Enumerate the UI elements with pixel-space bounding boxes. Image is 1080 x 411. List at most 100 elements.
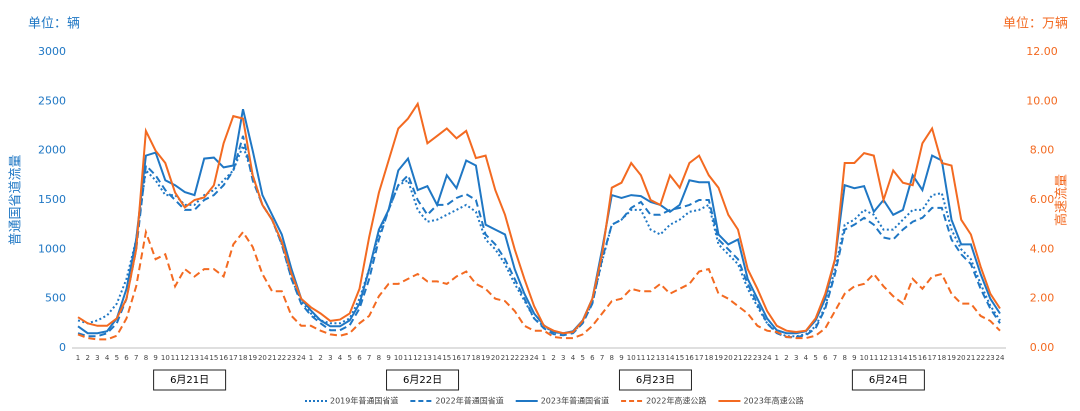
series-line	[77, 101, 1001, 335]
x-tick-label: 17	[928, 354, 937, 362]
x-tick-label: 13	[656, 354, 665, 362]
x-tick-label: 21	[501, 354, 510, 362]
x-tick-label: 2	[784, 354, 788, 362]
x-tick-label: 18	[937, 354, 946, 362]
x-tick-label: 13	[889, 354, 898, 362]
x-tick-label: 21	[966, 354, 975, 362]
x-tick-label: 15	[908, 354, 917, 362]
x-tick-label: 12	[180, 354, 189, 362]
group-label: 6月24日	[869, 374, 908, 386]
x-tick-label: 15	[675, 354, 684, 362]
x-tick-label: 17	[229, 354, 238, 362]
x-tick-label: 22	[976, 354, 985, 362]
x-tick-label: 8	[610, 354, 614, 362]
x-tick-label: 20	[957, 354, 966, 362]
series-line	[77, 135, 1001, 339]
x-tick-label: 18	[239, 354, 248, 362]
x-tick-label: 16	[452, 354, 461, 362]
x-tick-label: 20	[491, 354, 500, 362]
x-tick-label: 24	[297, 354, 306, 362]
x-tick-label: 14	[200, 354, 209, 362]
x-tick-label: 20	[724, 354, 733, 362]
x-tick-label: 19	[248, 354, 257, 362]
x-tick-label: 4	[105, 354, 110, 362]
x-tick-label: 6	[823, 354, 828, 362]
x-tick-label: 9	[153, 354, 157, 362]
y-tick-label: 2000	[38, 144, 66, 157]
x-tick-label: 3	[328, 354, 332, 362]
x-tick-label: 19	[714, 354, 723, 362]
x-tick-label: 10	[161, 354, 170, 362]
x-tick-label: 24	[763, 354, 772, 362]
x-tick-label: 13	[190, 354, 199, 362]
x-tick-label: 15	[442, 354, 451, 362]
legend-label: 2022年普通国省道	[435, 396, 503, 406]
group-box	[618, 369, 692, 391]
x-tick-label: 16	[918, 354, 927, 362]
x-tick-label: 23	[753, 354, 762, 362]
group-label: 6月21日	[170, 374, 209, 386]
x-tick-label: 6	[590, 354, 595, 362]
group-box	[851, 369, 925, 391]
x-tick-label: 6	[124, 354, 129, 362]
series-line	[77, 108, 1001, 335]
x-tick-label: 19	[481, 354, 490, 362]
series-line	[77, 142, 1001, 338]
x-tick-label: 8	[842, 354, 846, 362]
x-tick-label: 10	[860, 354, 869, 362]
x-tick-label: 11	[171, 354, 180, 362]
x-tick-label: 6	[357, 354, 362, 362]
x-tick-label: 3	[794, 354, 798, 362]
x-tick-label: 23	[986, 354, 995, 362]
x-tick-label: 23	[520, 354, 529, 362]
x-tick-label: 8	[144, 354, 148, 362]
x-tick-label: 1	[775, 354, 779, 362]
y-tick-label: 500	[45, 292, 66, 305]
x-tick-label: 17	[462, 354, 471, 362]
x-tick-label: 5	[813, 354, 817, 362]
y2-tick-label: 6.00	[1030, 193, 1055, 206]
x-tick-label: 2	[318, 354, 322, 362]
x-tick-label: 22	[277, 354, 286, 362]
x-tick-label: 14	[898, 354, 907, 362]
x-tick-label: 11	[404, 354, 413, 362]
x-tick-label: 7	[833, 354, 837, 362]
x-tick-label: 1	[76, 354, 80, 362]
y2-tick-label: 8.00	[1030, 144, 1055, 157]
x-tick-label: 12	[413, 354, 422, 362]
x-tick-label: 15	[209, 354, 218, 362]
legend-label: 2023年普通国省道	[541, 396, 609, 406]
y2-tick-label: 10.00	[1026, 94, 1058, 107]
x-tick-label: 14	[433, 354, 442, 362]
x-tick-label: 7	[600, 354, 604, 362]
x-tick-label: 5	[580, 354, 584, 362]
y2-tick-label: 4.00	[1030, 242, 1055, 255]
y2-tick-label: 12.00	[1026, 45, 1058, 58]
x-tick-label: 10	[394, 354, 403, 362]
x-tick-label: 1	[542, 354, 546, 362]
x-tick-label: 3	[561, 354, 565, 362]
group-box	[386, 369, 460, 391]
x-tick-label: 9	[852, 354, 856, 362]
x-tick-label: 12	[646, 354, 655, 362]
x-tick-label: 5	[115, 354, 119, 362]
x-tick-label: 7	[134, 354, 138, 362]
y2-tick-label: 2.00	[1030, 292, 1055, 305]
group-label: 6月22日	[403, 374, 442, 386]
x-tick-label: 22	[743, 354, 752, 362]
x-tick-label: 19	[947, 354, 956, 362]
x-tick-label: 3	[95, 354, 99, 362]
x-tick-label: 16	[219, 354, 228, 362]
x-tick-label: 21	[733, 354, 742, 362]
x-tick-label: 9	[386, 354, 390, 362]
x-tick-label: 17	[695, 354, 704, 362]
x-tick-label: 4	[338, 354, 343, 362]
y-tick-label: 1500	[38, 193, 66, 206]
x-tick-label: 11	[869, 354, 878, 362]
x-tick-label: 13	[423, 354, 432, 362]
group-box	[153, 369, 227, 391]
legend-label: 2019年普通国省道	[330, 396, 398, 406]
y-axis-label: 普通国省道流量	[9, 154, 24, 245]
x-tick-label: 18	[704, 354, 713, 362]
